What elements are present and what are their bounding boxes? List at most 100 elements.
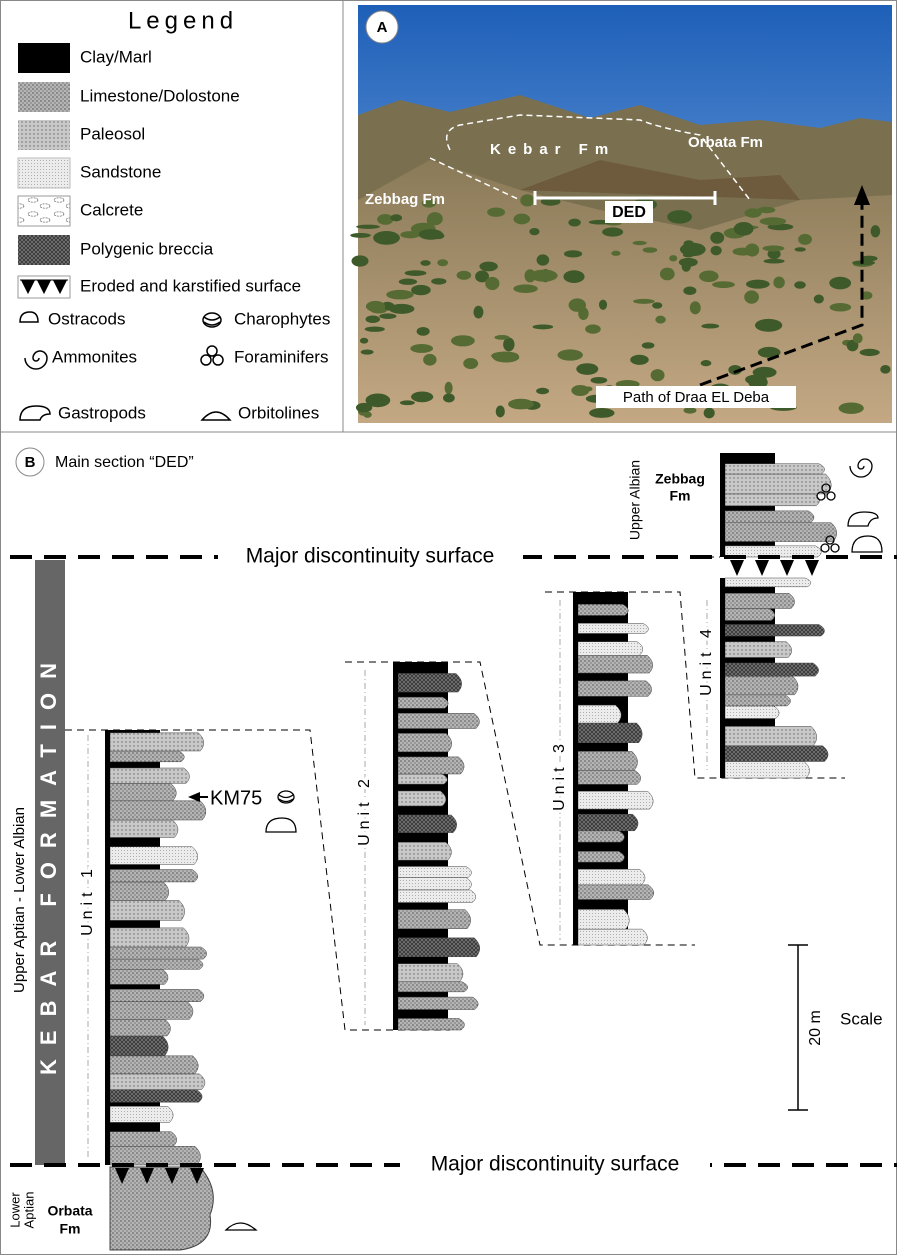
- bed: [578, 655, 653, 673]
- bed: [725, 464, 825, 474]
- shrub: [494, 335, 509, 340]
- shrub: [679, 258, 698, 267]
- age-label: Aptian: [21, 1192, 36, 1229]
- legend-label: Calcrete: [80, 200, 143, 219]
- column-axis: [720, 453, 725, 557]
- bed: [110, 801, 206, 820]
- bed: [398, 673, 462, 692]
- page: {"legend":{"title":"Legend","lithologies…: [0, 0, 897, 1260]
- shrub: [733, 248, 754, 256]
- shrub: [417, 327, 430, 336]
- bed: [578, 791, 653, 809]
- unit-label: Unit 2: [356, 774, 373, 846]
- shrub: [633, 299, 655, 304]
- age-label: Lower: [7, 1192, 22, 1228]
- bed: [398, 791, 446, 806]
- legend-label: Limestone/Dolostone: [80, 86, 240, 105]
- shrub: [420, 260, 430, 266]
- bed: [110, 820, 178, 837]
- shrub: [431, 278, 446, 285]
- bed: [398, 910, 471, 929]
- bed: [398, 878, 471, 890]
- shrub: [557, 349, 582, 360]
- icon: [20, 312, 38, 322]
- shrub: [660, 268, 675, 281]
- shrub: [711, 246, 722, 256]
- shrub: [712, 281, 735, 288]
- shrub: [814, 295, 824, 304]
- bed: [725, 578, 811, 587]
- karst-mark: [755, 560, 769, 576]
- bed: [578, 723, 642, 743]
- bed: [398, 1018, 464, 1030]
- swatch: [18, 43, 70, 73]
- columns: [105, 453, 837, 1250]
- panel-label: B: [25, 454, 36, 471]
- bed: [110, 1106, 173, 1122]
- bed: [398, 866, 471, 877]
- legend-label: Sandstone: [80, 162, 161, 181]
- shrub: [491, 352, 519, 361]
- shrub: [445, 382, 453, 394]
- shrub: [457, 271, 472, 280]
- shrub: [463, 358, 478, 369]
- shrub: [360, 338, 368, 344]
- discontinuity-label: Major discontinuity surface: [246, 545, 495, 568]
- shrub: [563, 270, 584, 283]
- shrub: [699, 271, 719, 283]
- fossil-icon: [278, 791, 294, 803]
- bed: [578, 604, 628, 615]
- scale-bar: [788, 945, 808, 1110]
- bed: [110, 733, 204, 751]
- bed: [398, 815, 457, 833]
- shrub: [633, 241, 647, 245]
- photo-label: Orbata Fm: [688, 134, 763, 151]
- bed: [725, 625, 824, 637]
- shrub: [690, 301, 701, 314]
- shrub: [366, 315, 380, 323]
- bed: [578, 851, 624, 862]
- bed: [725, 474, 831, 494]
- shrub: [630, 355, 649, 365]
- karst-mark: [730, 560, 744, 576]
- bed: [578, 623, 648, 633]
- shrub: [529, 228, 539, 235]
- bed: [110, 783, 176, 800]
- fossil-icon: [226, 1223, 256, 1230]
- shrub: [508, 399, 534, 410]
- shrub: [763, 259, 784, 264]
- shrub: [684, 407, 697, 413]
- icon: [25, 351, 47, 369]
- shrub: [399, 279, 417, 285]
- bed: [110, 947, 207, 959]
- shrub: [763, 245, 785, 251]
- bed: [725, 761, 810, 778]
- shrub: [390, 214, 402, 221]
- unit-label: Unit 1: [79, 864, 96, 936]
- shrub: [652, 302, 662, 308]
- shrub: [356, 225, 380, 229]
- icon: [203, 313, 221, 327]
- column-axis: [720, 578, 725, 778]
- scale-length: 20 m: [807, 1010, 824, 1046]
- shrub: [400, 400, 415, 405]
- bed: [725, 726, 817, 745]
- bed: [578, 681, 652, 696]
- bed: [578, 909, 629, 929]
- shrub: [839, 402, 864, 413]
- bed: [578, 885, 654, 900]
- legend-label: Orbitolines: [238, 403, 319, 422]
- bed: [725, 511, 814, 523]
- shrub: [513, 214, 530, 225]
- shrub: [669, 255, 677, 261]
- bed: [110, 1036, 168, 1056]
- bed: [110, 1090, 202, 1103]
- bed: [110, 768, 189, 783]
- shrub: [599, 300, 607, 310]
- bed: [398, 842, 451, 860]
- bed: [725, 642, 792, 658]
- shrub: [443, 393, 455, 402]
- bed: [110, 1074, 205, 1090]
- legend-label: Paleosol: [80, 124, 145, 143]
- shrub: [423, 354, 436, 366]
